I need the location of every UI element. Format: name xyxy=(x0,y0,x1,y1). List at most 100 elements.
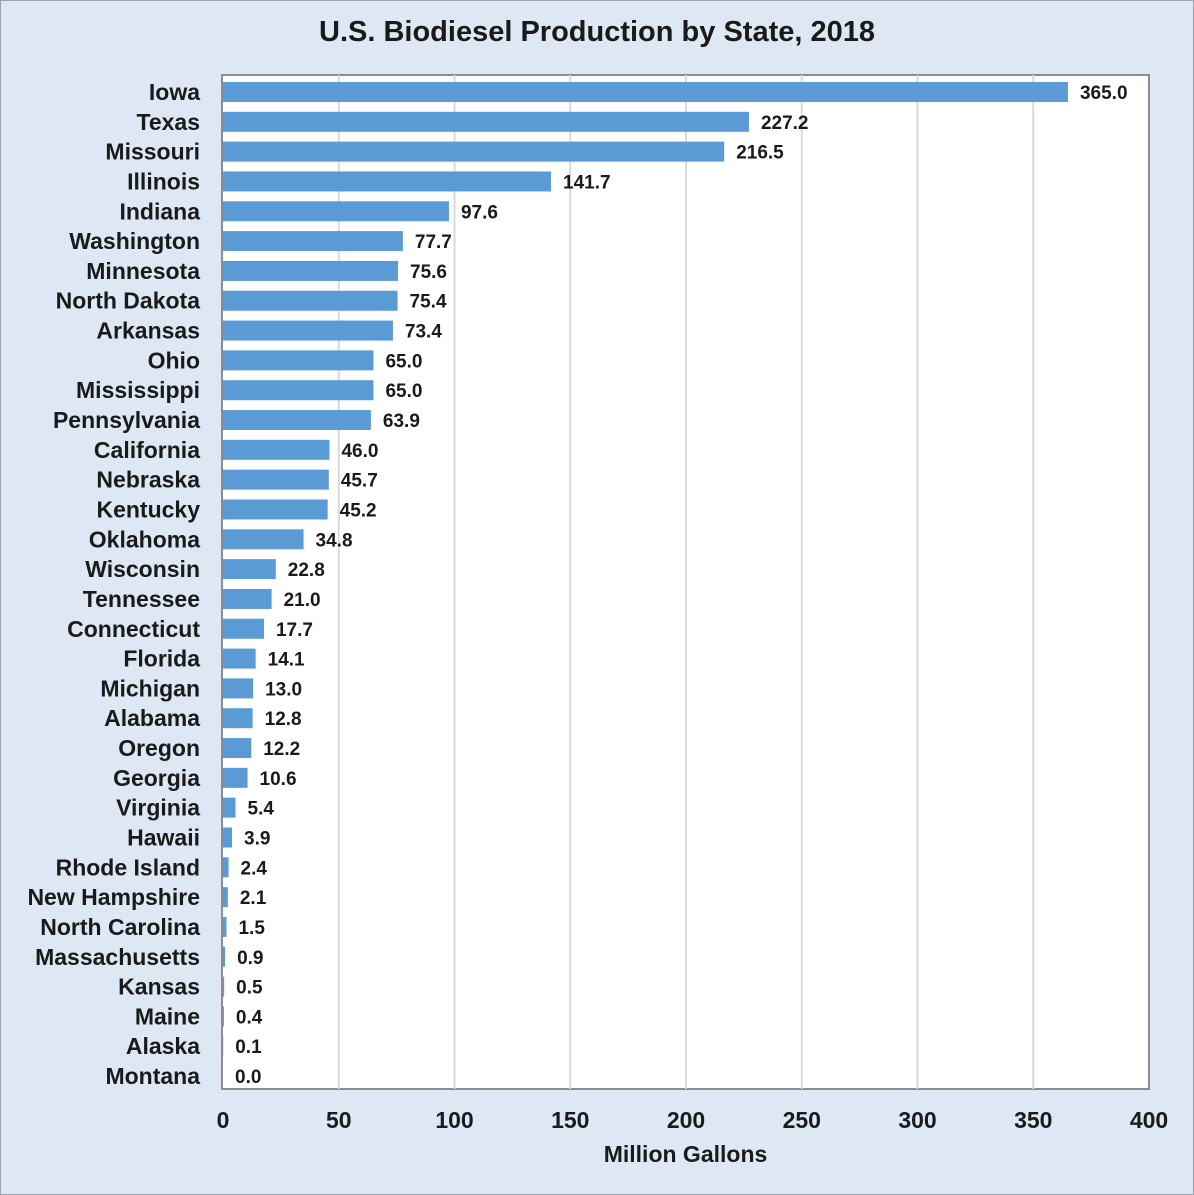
bar xyxy=(223,499,328,520)
data-label: 97.6 xyxy=(461,202,498,223)
data-label: 0.0 xyxy=(235,1067,261,1088)
data-label: 75.4 xyxy=(410,292,447,313)
bar xyxy=(223,201,449,222)
x-axis-ticks: 0 50 100 150 200 250 300 350 400 xyxy=(217,1107,1169,1133)
data-label: 141.7 xyxy=(563,172,611,193)
category-label: Texas xyxy=(136,109,200,135)
category-label: North Dakota xyxy=(56,288,201,314)
data-label: 63.9 xyxy=(383,411,420,432)
bar xyxy=(223,916,227,937)
x-tick-label: 250 xyxy=(783,1107,821,1133)
category-label: Massachusetts xyxy=(35,944,200,970)
category-label: California xyxy=(94,437,200,463)
data-label: 365.0 xyxy=(1080,83,1128,104)
data-label: 75.6 xyxy=(410,262,447,283)
category-label: Alabama xyxy=(104,705,200,731)
category-label: Kentucky xyxy=(96,496,200,522)
category-label: New Hampshire xyxy=(27,884,200,910)
data-label: 77.7 xyxy=(415,232,452,253)
x-tick-label: 200 xyxy=(667,1107,705,1133)
bar xyxy=(223,1006,224,1027)
x-tick-label: 50 xyxy=(326,1107,352,1133)
data-label: 12.2 xyxy=(263,739,300,760)
data-label: 227.2 xyxy=(761,113,809,134)
category-label: Illinois xyxy=(127,168,200,194)
bar xyxy=(223,469,329,490)
category-label: Connecticut xyxy=(67,616,200,642)
bar xyxy=(223,410,371,431)
bar xyxy=(223,82,1068,102)
data-label: 3.9 xyxy=(244,829,270,850)
category-label: Iowa xyxy=(149,79,200,105)
bar xyxy=(223,320,393,341)
category-label: Ohio xyxy=(148,347,200,373)
bar xyxy=(223,618,264,639)
bar xyxy=(223,738,252,759)
bar xyxy=(223,887,228,908)
data-label: 14.1 xyxy=(268,650,305,671)
data-label: 0.5 xyxy=(236,978,263,999)
category-label: Maine xyxy=(135,1003,200,1029)
bar xyxy=(223,111,749,132)
category-label: Nebraska xyxy=(96,467,200,493)
bar xyxy=(223,588,272,609)
gridlines xyxy=(337,75,1035,1089)
data-label: 45.2 xyxy=(340,500,377,521)
bar xyxy=(223,708,253,729)
data-label: 0.4 xyxy=(236,1007,263,1028)
x-tick-label: 100 xyxy=(435,1107,473,1133)
category-label: Hawaii xyxy=(127,825,200,851)
bar xyxy=(223,797,236,818)
bar xyxy=(223,380,374,401)
data-label: 22.8 xyxy=(288,560,325,581)
bar xyxy=(223,231,403,252)
category-label: Missouri xyxy=(105,139,200,165)
bar xyxy=(223,290,398,311)
data-label: 65.0 xyxy=(385,351,422,372)
bar xyxy=(223,260,399,281)
data-label: 2.1 xyxy=(240,888,267,909)
bar xyxy=(223,350,374,371)
bar xyxy=(223,857,229,878)
data-label: 12.8 xyxy=(265,709,302,730)
data-label: 0.9 xyxy=(237,948,263,969)
data-label: 34.8 xyxy=(316,530,353,551)
bar xyxy=(223,171,552,192)
bar xyxy=(223,976,225,997)
category-label: Washington xyxy=(69,228,200,254)
category-label: Kansas xyxy=(118,974,200,1000)
category-label: Pennsylvania xyxy=(53,407,200,433)
data-label: 65.0 xyxy=(385,381,422,402)
x-tick-label: 300 xyxy=(898,1107,936,1133)
data-label: 17.7 xyxy=(276,620,313,641)
category-label: North Carolina xyxy=(40,914,200,940)
category-label: Mississippi xyxy=(76,377,200,403)
data-label: 1.5 xyxy=(238,918,265,939)
category-label: Alaska xyxy=(126,1033,200,1059)
x-tick-label: 150 xyxy=(551,1107,589,1133)
x-tick-label: 400 xyxy=(1130,1107,1168,1133)
data-label: 5.4 xyxy=(248,799,275,820)
data-label: 2.4 xyxy=(241,858,268,879)
bar xyxy=(223,141,725,162)
bar xyxy=(223,559,276,580)
x-tick-label: 0 xyxy=(217,1107,230,1133)
category-label: Virginia xyxy=(116,795,200,821)
bar xyxy=(223,648,256,669)
data-label: 73.4 xyxy=(405,322,442,343)
category-label: Montana xyxy=(105,1063,200,1089)
category-label: Georgia xyxy=(113,765,200,791)
data-label: 216.5 xyxy=(736,143,784,164)
bar xyxy=(223,946,226,967)
category-label: Florida xyxy=(123,646,200,672)
bar xyxy=(223,678,254,699)
category-label: Rhode Island xyxy=(56,854,200,880)
x-axis-title: Million Gallons xyxy=(604,1141,768,1167)
category-label: Wisconsin xyxy=(85,556,200,582)
data-label: 45.7 xyxy=(341,471,378,492)
category-label: Michigan xyxy=(100,675,200,701)
category-label: Tennessee xyxy=(83,586,200,612)
x-tick-label: 350 xyxy=(1014,1107,1052,1133)
category-label: Indiana xyxy=(119,198,200,224)
